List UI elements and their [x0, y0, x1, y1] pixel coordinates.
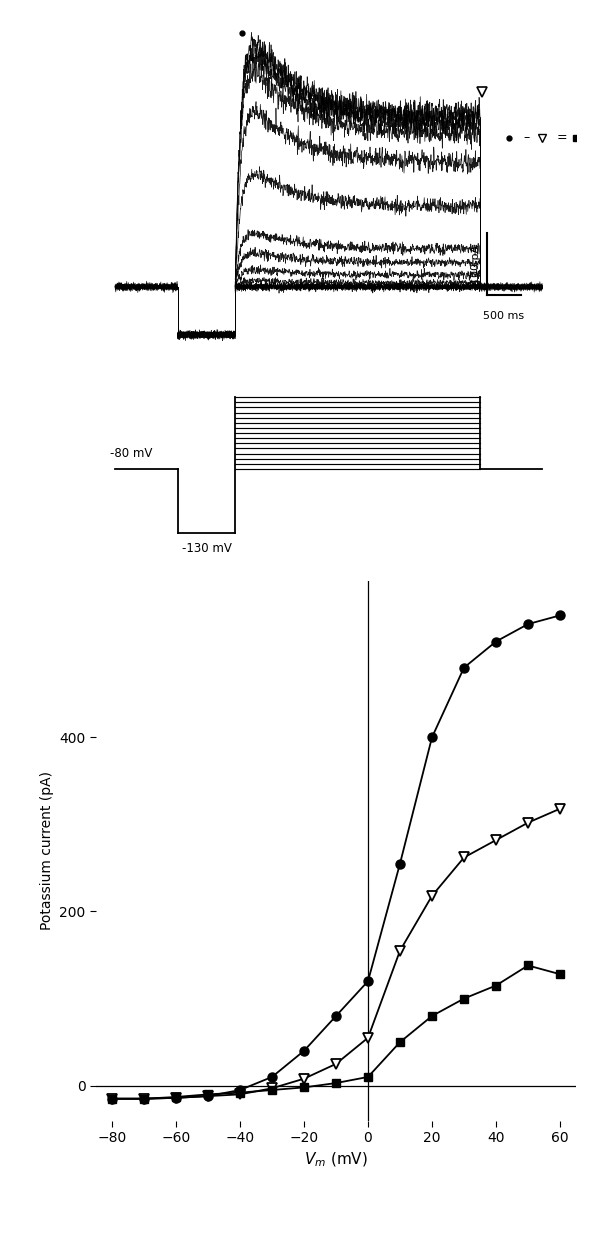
Sustained: [493, 833, 500, 848]
Subtraction: [140, 1092, 148, 1107]
Peak: [428, 730, 436, 745]
Text: ( a ): ( a ): [320, 636, 352, 651]
Subtraction: [268, 1083, 275, 1098]
Sustained: [140, 1092, 148, 1107]
Subtraction: [397, 1035, 404, 1050]
Peak: [524, 616, 532, 631]
Sustained: [268, 1081, 275, 1096]
Sustained: [524, 815, 532, 830]
Peak: [460, 660, 467, 675]
Peak: [109, 1092, 116, 1107]
Subtraction: [556, 966, 563, 981]
Subtraction: [332, 1076, 340, 1091]
Sustained: [556, 802, 563, 817]
Text: -130 mV: -130 mV: [182, 542, 232, 555]
Subtraction: [172, 1089, 179, 1104]
Peak: [236, 1083, 244, 1098]
Peak: [397, 857, 404, 872]
Sustained: [109, 1092, 116, 1107]
Subtraction: [205, 1087, 212, 1102]
Line: Peak: Peak: [107, 611, 565, 1103]
Sustained: [172, 1091, 179, 1106]
X-axis label: $V_m$ (mV): $V_m$ (mV): [304, 1150, 368, 1169]
Sustained: [460, 850, 467, 865]
Sustained: [397, 944, 404, 959]
Peak: [556, 608, 563, 622]
Line: Sustained: Sustained: [107, 803, 565, 1104]
Peak: [172, 1091, 179, 1106]
Sustained: [428, 889, 436, 904]
Text: 100 pA: 100 pA: [472, 245, 481, 284]
Peak: [268, 1069, 275, 1084]
Subtraction: [524, 957, 532, 972]
Subtraction: [301, 1079, 308, 1094]
Sustained: [236, 1087, 244, 1102]
Text: –: –: [523, 131, 529, 144]
Text: =: =: [557, 131, 568, 144]
Peak: [301, 1043, 308, 1058]
Text: -80 mV: -80 mV: [110, 447, 153, 461]
Line: Subtraction: Subtraction: [108, 961, 564, 1103]
Sustained: [205, 1088, 212, 1103]
Subtraction: [109, 1092, 116, 1107]
Y-axis label: Potassium current (pA): Potassium current (pA): [40, 771, 54, 930]
Peak: [332, 1008, 340, 1023]
Peak: [364, 974, 371, 989]
Subtraction: [460, 991, 467, 1006]
Sustained: [301, 1071, 308, 1086]
Sustained: [332, 1057, 340, 1072]
Text: 500 ms: 500 ms: [484, 311, 524, 321]
Subtraction: [493, 979, 500, 994]
Subtraction: [428, 1008, 436, 1023]
Peak: [493, 634, 500, 649]
Peak: [140, 1092, 148, 1107]
Subtraction: [364, 1069, 371, 1084]
Subtraction: [236, 1086, 244, 1101]
Peak: [205, 1088, 212, 1103]
Sustained: [364, 1031, 371, 1046]
